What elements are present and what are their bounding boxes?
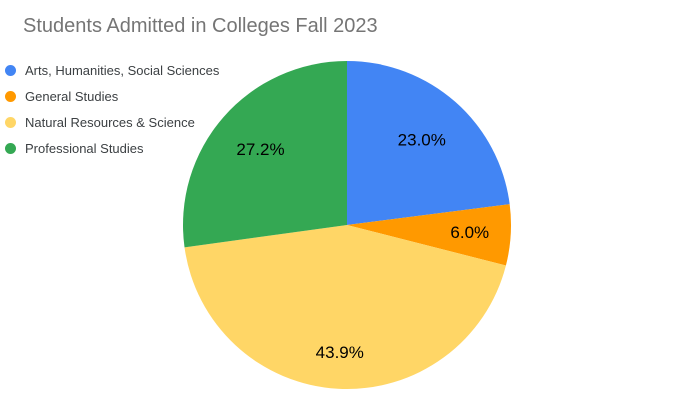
legend-item-label: Natural Resources & Science xyxy=(25,114,195,130)
legend-swatch-icon xyxy=(5,64,16,76)
pie-slice-arts-humanities-social-sciences[interactable] xyxy=(347,61,510,225)
slice-label: 27.2% xyxy=(236,140,284,159)
legend-item-label: Arts, Humanities, Social Sciences xyxy=(25,62,220,78)
legend: Arts, Humanities, Social Sciences Genera… xyxy=(2,57,219,161)
legend-item-label: General Studies xyxy=(25,88,119,104)
slice-label: 6.0% xyxy=(450,223,489,242)
slice-label: 43.9% xyxy=(316,343,364,362)
legend-item-professional-studies[interactable]: Professional Studies xyxy=(2,135,219,161)
pie-slice-general-studies[interactable] xyxy=(347,204,511,266)
legend-item-arts-humanities-social-sciences[interactable]: Arts, Humanities, Social Sciences xyxy=(2,57,219,83)
legend-item-general-studies[interactable]: General Studies xyxy=(2,83,219,109)
slice-label: 23.0% xyxy=(398,131,446,150)
legend-swatch-icon xyxy=(5,90,16,102)
pie-slice-natural-resources-science[interactable] xyxy=(184,225,506,390)
legend-item-natural-resources-science[interactable]: Natural Resources & Science xyxy=(2,109,219,135)
chart-title: Students Admitted in Colleges Fall 2023 xyxy=(23,15,378,37)
legend-swatch-icon xyxy=(5,116,16,128)
pie-slice-professional-studies[interactable] xyxy=(183,61,347,248)
legend-swatch-icon xyxy=(5,142,16,154)
legend-item-label: Professional Studies xyxy=(25,140,144,156)
